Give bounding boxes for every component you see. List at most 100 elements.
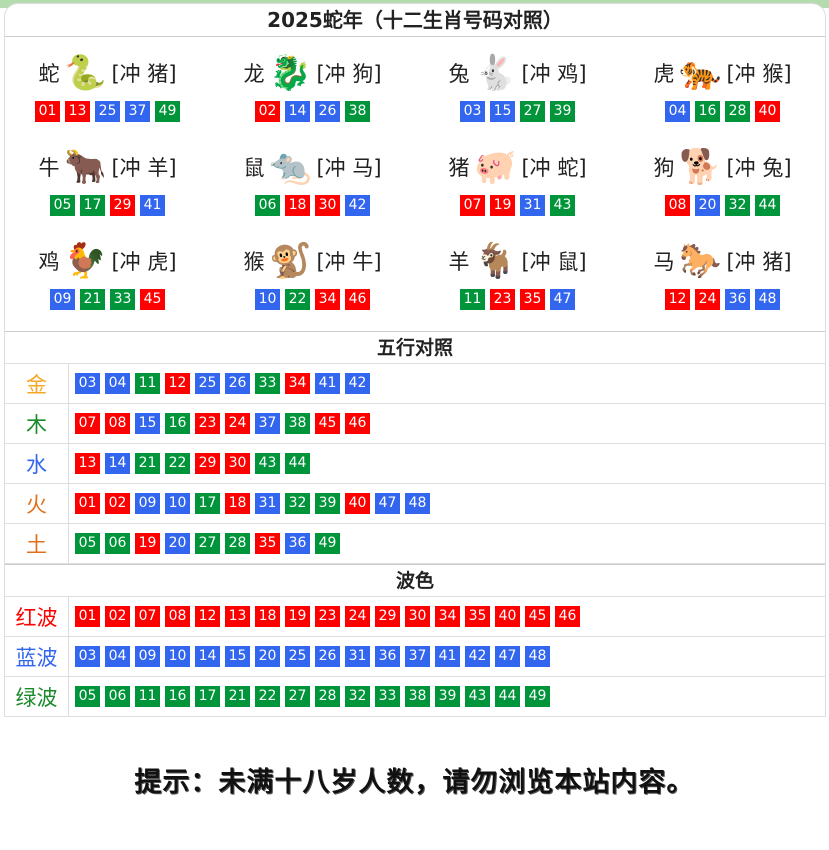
zodiac-header: 狗 🐕 [冲 兔] — [653, 139, 791, 195]
number-ball: 03 — [75, 646, 100, 667]
number-list: 05 17 29 41 — [50, 195, 165, 216]
zodiac-cell: 羊 🐐 [冲 鼠] 11 23 35 47 — [415, 233, 620, 327]
zodiac-clash: [冲 马] — [316, 156, 382, 180]
wuxing-table: 金 03 04 11 12 25 26 33 34 41 42 木 07 08 15 16 23 24 37 38 45… — [5, 364, 825, 564]
number-ball: 47 — [550, 289, 575, 310]
number-ball: 32 — [725, 195, 750, 216]
number-list: 08 20 32 44 — [665, 195, 780, 216]
number-ball: 49 — [155, 101, 180, 122]
number-ball: 45 — [525, 606, 550, 627]
number-ball: 36 — [375, 646, 400, 667]
number-ball: 42 — [465, 646, 490, 667]
number-ball: 06 — [105, 686, 130, 707]
number-ball: 33 — [375, 686, 400, 707]
number-ball: 28 — [725, 101, 750, 122]
monkey-icon: 🐒 — [269, 241, 312, 281]
wuxing-title: 五行对照 — [5, 331, 825, 364]
zodiac-cell: 鸡 🐓 [冲 虎] 09 21 33 45 — [5, 233, 210, 327]
number-ball: 02 — [105, 493, 130, 514]
wuxing-row-label: 火 — [5, 484, 69, 523]
number-ball: 22 — [165, 453, 190, 474]
number-ball: 40 — [755, 101, 780, 122]
number-ball: 40 — [495, 606, 520, 627]
number-ball: 12 — [165, 373, 190, 394]
number-ball: 03 — [460, 101, 485, 122]
number-ball: 27 — [195, 533, 220, 554]
zodiac-name: 鸡 — [38, 250, 60, 274]
number-list: 05 06 11 16 17 21 22 27 28 32 33 38 39 43 44 49 — [69, 686, 550, 707]
number-ball: 34 — [435, 606, 460, 627]
number-ball: 37 — [255, 413, 280, 434]
wave-row: 绿波 05 06 11 16 17 21 22 27 28 32 33 38 39 43 44 49 — [5, 677, 825, 717]
zodiac-clash: [冲 狗] — [316, 62, 382, 86]
number-ball: 24 — [695, 289, 720, 310]
zodiac-table: 2025蛇年（十二生肖号码对照） 蛇 🐍 [冲 猪] 01 13 25 37 49 龙 🐉 [冲 狗… — [4, 3, 826, 717]
number-list: 02 14 26 38 — [255, 101, 370, 122]
zodiac-clash: [冲 鼠] — [521, 250, 587, 274]
number-ball: 49 — [315, 533, 340, 554]
number-ball: 35 — [465, 606, 490, 627]
number-ball: 30 — [225, 453, 250, 474]
number-ball: 19 — [490, 195, 515, 216]
number-ball: 44 — [495, 686, 520, 707]
wave-row-label: 蓝波 — [5, 637, 69, 676]
number-ball: 25 — [195, 373, 220, 394]
zodiac-header: 牛 🐂 [冲 羊] — [38, 139, 176, 195]
number-ball: 27 — [285, 686, 310, 707]
number-list: 11 23 35 47 — [460, 289, 575, 310]
number-ball: 24 — [225, 413, 250, 434]
number-ball: 17 — [195, 686, 220, 707]
number-ball: 36 — [285, 533, 310, 554]
number-ball: 42 — [345, 195, 370, 216]
number-ball: 25 — [285, 646, 310, 667]
number-ball: 38 — [285, 413, 310, 434]
wave-table: 红波 01 02 07 08 12 13 18 19 23 24 29 30 34 35 40 45 46 蓝波 03… — [5, 597, 825, 717]
horse-icon: 🐎 — [679, 241, 722, 281]
number-ball: 33 — [110, 289, 135, 310]
zodiac-name: 狗 — [653, 156, 675, 180]
number-ball: 21 — [80, 289, 105, 310]
number-ball: 29 — [110, 195, 135, 216]
number-ball: 43 — [255, 453, 280, 474]
zodiac-header: 虎 🐅 [冲 猴] — [653, 45, 791, 101]
number-ball: 44 — [285, 453, 310, 474]
number-ball: 09 — [50, 289, 75, 310]
zodiac-cell: 狗 🐕 [冲 兔] 08 20 32 44 — [620, 139, 825, 233]
number-ball: 17 — [80, 195, 105, 216]
number-list: 07 08 15 16 23 24 37 38 45 46 — [69, 413, 370, 434]
zodiac-name: 羊 — [448, 250, 470, 274]
number-ball: 09 — [135, 646, 160, 667]
wuxing-row: 火 01 02 09 10 17 18 31 32 39 40 47 48 — [5, 484, 825, 524]
number-ball: 12 — [195, 606, 220, 627]
zodiac-clash: [冲 猪] — [726, 250, 792, 274]
number-ball: 02 — [105, 606, 130, 627]
wave-row: 红波 01 02 07 08 12 13 18 19 23 24 29 30 34 35 40 45 46 — [5, 597, 825, 637]
zodiac-header: 猪 🐖 [冲 蛇] — [448, 139, 586, 195]
zodiac-cell: 猴 🐒 [冲 牛] 10 22 34 46 — [210, 233, 415, 327]
number-ball: 31 — [255, 493, 280, 514]
zodiac-name: 龙 — [243, 62, 265, 86]
number-ball: 20 — [695, 195, 720, 216]
zodiac-cell: 兔 🐇 [冲 鸡] 03 15 27 39 — [415, 45, 620, 139]
number-ball: 48 — [525, 646, 550, 667]
zodiac-header: 龙 🐉 [冲 狗] — [243, 45, 381, 101]
wuxing-row: 木 07 08 15 16 23 24 37 38 45 46 — [5, 404, 825, 444]
number-ball: 07 — [75, 413, 100, 434]
goat-icon: 🐐 — [474, 241, 517, 281]
number-ball: 30 — [405, 606, 430, 627]
number-ball: 13 — [65, 101, 90, 122]
number-ball: 32 — [285, 493, 310, 514]
wuxing-row-label: 土 — [5, 524, 69, 563]
tiger-icon: 🐅 — [679, 53, 722, 93]
number-ball: 02 — [255, 101, 280, 122]
zodiac-clash: [冲 兔] — [726, 156, 792, 180]
number-ball: 20 — [255, 646, 280, 667]
number-ball: 06 — [105, 533, 130, 554]
wuxing-row: 土 05 06 19 20 27 28 35 36 49 — [5, 524, 825, 564]
number-ball: 49 — [525, 686, 550, 707]
number-ball: 31 — [345, 646, 370, 667]
wuxing-row-label: 木 — [5, 404, 69, 443]
zodiac-cell: 牛 🐂 [冲 羊] 05 17 29 41 — [5, 139, 210, 233]
number-ball: 18 — [285, 195, 310, 216]
number-ball: 08 — [105, 413, 130, 434]
